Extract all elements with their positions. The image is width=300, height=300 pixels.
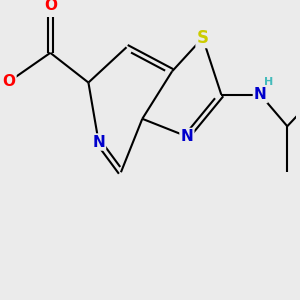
Text: S: S: [197, 29, 209, 47]
Text: H: H: [264, 77, 273, 87]
Text: O: O: [2, 74, 16, 89]
Text: O: O: [44, 0, 57, 13]
Text: N: N: [254, 87, 267, 102]
Text: N: N: [181, 129, 193, 144]
Text: N: N: [92, 134, 105, 149]
